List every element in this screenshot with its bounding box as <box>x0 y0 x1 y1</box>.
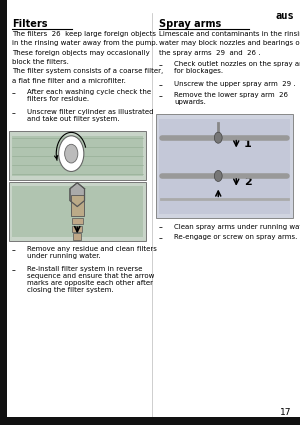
Text: –: – <box>159 224 163 232</box>
Text: –: – <box>159 81 163 90</box>
Text: Unscrew the upper spray arm  29 .: Unscrew the upper spray arm 29 . <box>174 81 296 87</box>
Text: Remove any residue and clean filters
under running water.: Remove any residue and clean filters und… <box>27 246 157 259</box>
FancyBboxPatch shape <box>9 131 146 180</box>
Text: block the filters.: block the filters. <box>12 59 69 65</box>
Text: Clean spray arms under running water.: Clean spray arms under running water. <box>174 224 300 230</box>
Text: –: – <box>12 266 16 275</box>
Text: in the rinsing water away from the pump.: in the rinsing water away from the pump. <box>12 40 158 46</box>
Circle shape <box>214 170 222 181</box>
Text: water may block nozzles and bearings on: water may block nozzles and bearings on <box>159 40 300 46</box>
FancyBboxPatch shape <box>73 226 82 232</box>
Text: Filters: Filters <box>12 19 47 29</box>
Text: aus: aus <box>275 11 294 21</box>
Text: –: – <box>12 109 16 118</box>
Text: the spray arms  29  and  26 .: the spray arms 29 and 26 . <box>159 50 260 56</box>
Text: –: – <box>159 61 163 70</box>
Text: Re-install filter system in reverse
sequence and ensure that the arrow
marks are: Re-install filter system in reverse sequ… <box>27 266 154 293</box>
FancyBboxPatch shape <box>12 136 142 176</box>
Circle shape <box>59 136 84 172</box>
Text: After each washing cycle check the
filters for residue.: After each washing cycle check the filte… <box>27 89 151 102</box>
FancyBboxPatch shape <box>71 195 84 216</box>
Text: Spray arms: Spray arms <box>159 19 221 29</box>
FancyBboxPatch shape <box>73 233 82 240</box>
Text: Limescale and contaminants in the rinsing: Limescale and contaminants in the rinsin… <box>159 31 300 37</box>
Text: These foreign objects may occasionally: These foreign objects may occasionally <box>12 50 150 56</box>
Polygon shape <box>70 183 85 207</box>
Text: –: – <box>159 234 163 243</box>
FancyBboxPatch shape <box>9 182 146 241</box>
Text: –: – <box>12 89 16 98</box>
Circle shape <box>65 144 78 163</box>
Text: Unscrew filter cylinder as illustrated
and take out filter system.: Unscrew filter cylinder as illustrated a… <box>27 109 154 122</box>
Text: The filters  26  keep large foreign objects: The filters 26 keep large foreign object… <box>12 31 156 37</box>
Circle shape <box>214 132 222 143</box>
Text: a flat fine filter and a microfilter.: a flat fine filter and a microfilter. <box>12 78 126 84</box>
Text: Check outlet nozzles on the spray arms
for blockages.: Check outlet nozzles on the spray arms f… <box>174 61 300 74</box>
FancyBboxPatch shape <box>72 218 83 224</box>
FancyBboxPatch shape <box>156 114 292 218</box>
Text: The filter system consists of a coarse filter,: The filter system consists of a coarse f… <box>12 68 163 74</box>
Text: –: – <box>159 92 163 101</box>
FancyBboxPatch shape <box>0 417 300 425</box>
Text: Re-engage or screw on spray arms.: Re-engage or screw on spray arms. <box>174 234 297 240</box>
Text: –: – <box>12 246 16 255</box>
Text: 1: 1 <box>244 139 251 149</box>
Text: 2: 2 <box>244 177 251 187</box>
Text: Remove the lower spray arm  26 
upwards.: Remove the lower spray arm 26 upwards. <box>174 92 290 105</box>
FancyBboxPatch shape <box>159 119 290 214</box>
Text: 17: 17 <box>280 408 291 417</box>
FancyBboxPatch shape <box>12 186 142 237</box>
FancyBboxPatch shape <box>0 0 7 425</box>
